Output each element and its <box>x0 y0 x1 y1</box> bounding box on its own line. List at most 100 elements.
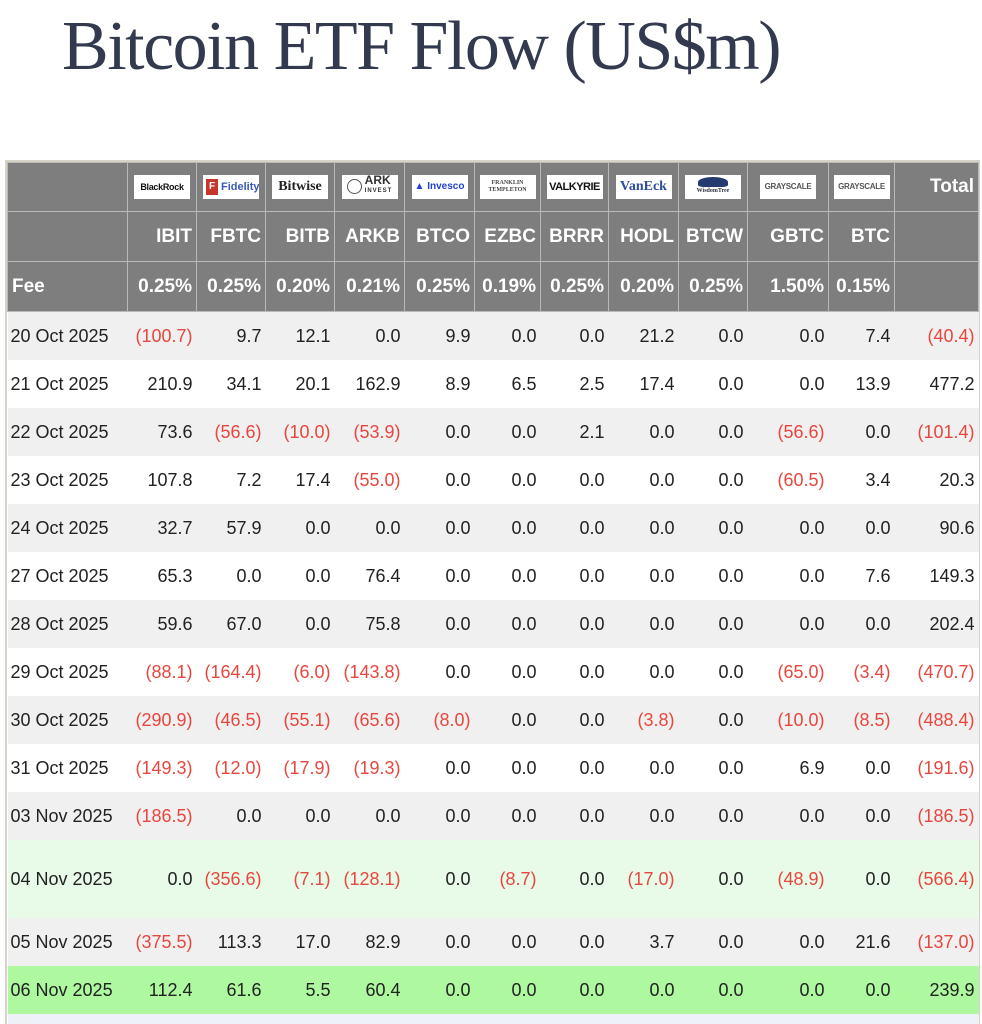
ticker-brrr: BRRR <box>540 211 609 262</box>
flow-cell-btcw: 0.0 <box>678 648 748 696</box>
flow-cell-ezbc: 0.0 <box>474 966 541 1014</box>
flow-cell-btco: 0.0 <box>404 648 475 696</box>
flow-cell-total: (186.5) <box>894 792 979 840</box>
flow-cell-brrr: 2.5 <box>540 360 609 408</box>
flow-cell-btco: 0.0 <box>404 600 475 648</box>
total-header: Total <box>894 162 979 212</box>
flow-cell-btco: (8.0) <box>404 696 475 744</box>
logo-text: VanEck <box>620 179 667 194</box>
flow-cell-btc: 3.4 <box>828 456 895 504</box>
row-date: 03 Nov 2025 <box>7 792 128 840</box>
flow-cell-btco: 9.9 <box>404 311 475 360</box>
flow-cell-ezbc: 0.0 <box>474 456 541 504</box>
etf-flow-table: BlackRock F Fidelity Bitwise ARK INVEST ▲ … <box>7 162 979 1024</box>
flow-cell-brrr: 0.0 <box>540 311 609 360</box>
ark-circle-icon <box>346 178 362 194</box>
flow-cell-arkb: 162.9 <box>334 360 405 408</box>
fee-bitb: 0.20% <box>265 261 335 312</box>
fee-btcw: 0.25% <box>678 261 748 312</box>
etf-flow-table-container: BlackRock F Fidelity Bitwise ARK INVEST ▲ … <box>5 160 980 1024</box>
flow-cell-brrr: 0.0 <box>540 840 609 918</box>
flow-cell-gbtc: 0.0 <box>747 311 829 360</box>
flow-cell-hodl: 0.0 <box>608 552 679 600</box>
flow-cell-brrr: 0.0 <box>540 918 609 966</box>
logo-cell-vaneck: VanEck <box>608 162 679 212</box>
table-row: 04 Nov 2025 0.0 (356.6) (7.1) (128.1) 0.0 (8.7… <box>7 840 979 918</box>
flow-cell-ezbc: 0.0 <box>474 696 541 744</box>
row-date: 04 Nov 2025 <box>7 840 128 918</box>
ticker-btc: BTC <box>828 211 895 262</box>
flow-cell-brrr: 0.0 <box>540 600 609 648</box>
logo-cell-fidelity: F Fidelity <box>196 162 266 212</box>
logo-text: ARK <box>364 175 391 187</box>
flow-cell-ezbc: 0.0 <box>474 648 541 696</box>
flow-cell-gbtc: 0.0 <box>747 360 829 408</box>
flow-cell-fbtc: 0.0 <box>196 792 266 840</box>
flow-cell-bitb: 0.0 <box>265 504 335 552</box>
flow-cell-btcw: 0.0 <box>678 696 748 744</box>
ticker-total-blank <box>894 211 979 262</box>
flow-cell-fbtc: 61.6 <box>196 966 266 1014</box>
empty-cell <box>747 1014 829 1024</box>
flow-cell-arkb: (65.6) <box>334 696 405 744</box>
flow-cell-btc: 0.0 <box>828 744 895 792</box>
flow-cell-brrr: 0.0 <box>540 552 609 600</box>
flow-cell-btc: 0.0 <box>828 966 895 1014</box>
flow-cell-gbtc: 0.0 <box>747 918 829 966</box>
flow-cell-total: (101.4) <box>894 408 979 456</box>
empty-cell <box>540 1014 609 1024</box>
flow-cell-ibit: 112.4 <box>127 966 197 1014</box>
fee-ezbc: 0.19% <box>474 261 541 312</box>
ticker-hodl: HODL <box>608 211 679 262</box>
flow-cell-gbtc: (60.5) <box>747 456 829 504</box>
flow-cell-ezbc: 0.0 <box>474 744 541 792</box>
flow-cell-ibit: 107.8 <box>127 456 197 504</box>
flow-cell-total: (137.0) <box>894 918 979 966</box>
fee-brrr: 0.25% <box>540 261 609 312</box>
table-row: 30 Oct 2025 (290.9) (46.5) (55.1) (65.6) (8.0… <box>7 696 979 744</box>
row-date: 31 Oct 2025 <box>7 744 128 792</box>
flow-cell-fbtc: 57.9 <box>196 504 266 552</box>
valkyrie-logo-icon: VALKYRIE <box>546 175 603 199</box>
empty-cell <box>334 1014 405 1024</box>
fee-fbtc: 0.25% <box>196 261 266 312</box>
header-blank-cell <box>7 162 128 212</box>
flow-cell-bitb: 12.1 <box>265 311 335 360</box>
table-row: 28 Oct 2025 59.6 67.0 0.0 75.8 0.0 0.0 0.0 0.0 0.… <box>7 600 979 648</box>
logo-text: Invesco <box>427 181 465 192</box>
flow-cell-hodl: 0.0 <box>608 792 679 840</box>
invesco-mark-icon: ▲ <box>414 181 425 192</box>
ticker-blank-cell <box>7 211 128 262</box>
flow-cell-btc: 21.6 <box>828 918 895 966</box>
flow-cell-gbtc: (48.9) <box>747 840 829 918</box>
ticker-row: IBIT FBTC BITB ARKB BTCO EZBC BRRR HODL … <box>7 211 979 262</box>
ticker-gbtc: GBTC <box>747 211 829 262</box>
flow-cell-btco: 0.0 <box>404 840 475 918</box>
row-date: 20 Oct 2025 <box>7 311 128 360</box>
empty-cell <box>196 1014 266 1024</box>
flow-cell-btc: 13.9 <box>828 360 895 408</box>
flow-cell-hodl: (3.8) <box>608 696 679 744</box>
flow-cell-hodl: 0.0 <box>608 408 679 456</box>
franklin-templeton-logo-icon: FRANKLIN TEMPLETON <box>479 175 536 199</box>
flow-cell-bitb: 17.4 <box>265 456 335 504</box>
table-row: 29 Oct 2025 (88.1) (164.4) (6.0) (143.8) 0.0 0… <box>7 648 979 696</box>
flow-cell-total: (191.6) <box>894 744 979 792</box>
flow-cell-btc: 7.6 <box>828 552 895 600</box>
empty-cell <box>894 1014 979 1024</box>
row-date: 24 Oct 2025 <box>7 504 128 552</box>
empty-cell <box>127 1014 197 1024</box>
empty-cell <box>608 1014 679 1024</box>
flow-cell-ezbc: 0.0 <box>474 552 541 600</box>
row-date: 21 Oct 2025 <box>7 360 128 408</box>
flow-cell-gbtc: (10.0) <box>747 696 829 744</box>
ticker-fbtc: FBTC <box>196 211 266 262</box>
row-date: 23 Oct 2025 <box>7 456 128 504</box>
table-row: 21 Oct 2025 210.9 34.1 20.1 162.9 8.9 6.5 2.5 17… <box>7 360 979 408</box>
flow-cell-ezbc: 0.0 <box>474 504 541 552</box>
logo-text: VALKYRIE <box>549 181 600 193</box>
flow-cell-btco: 0.0 <box>404 744 475 792</box>
flow-cell-fbtc: (56.6) <box>196 408 266 456</box>
logo-text: GRAYSCALE <box>838 182 885 191</box>
flow-cell-btcw: 0.0 <box>678 918 748 966</box>
